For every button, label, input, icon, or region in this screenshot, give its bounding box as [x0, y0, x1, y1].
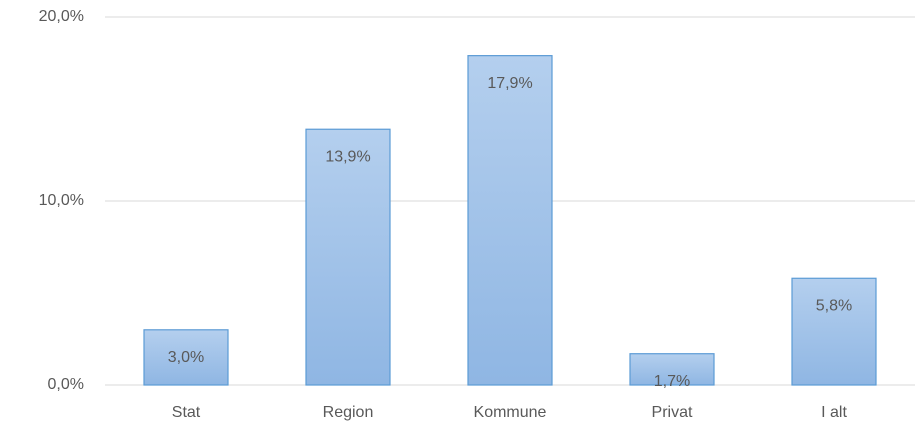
y-tick-label: 10,0%: [39, 192, 84, 209]
bar: [143, 329, 229, 386]
x-tick-label: Stat: [172, 404, 201, 421]
x-tick-label: Kommune: [474, 404, 547, 421]
data-label: 13,9%: [325, 148, 370, 165]
bar: [305, 128, 391, 386]
bar: [467, 55, 553, 386]
x-tick-label: Region: [323, 404, 374, 421]
y-tick-label: 0,0%: [48, 376, 84, 393]
y-tick-label: 20,0%: [39, 8, 84, 25]
data-label: 3,0%: [168, 349, 204, 366]
bar: [629, 353, 715, 386]
data-label: 17,9%: [487, 75, 532, 92]
data-label: 1,7%: [654, 373, 690, 390]
x-tick-label: Privat: [652, 404, 693, 421]
data-label: 5,8%: [816, 297, 852, 314]
bar: [791, 277, 877, 386]
x-tick-label: I alt: [821, 404, 847, 421]
